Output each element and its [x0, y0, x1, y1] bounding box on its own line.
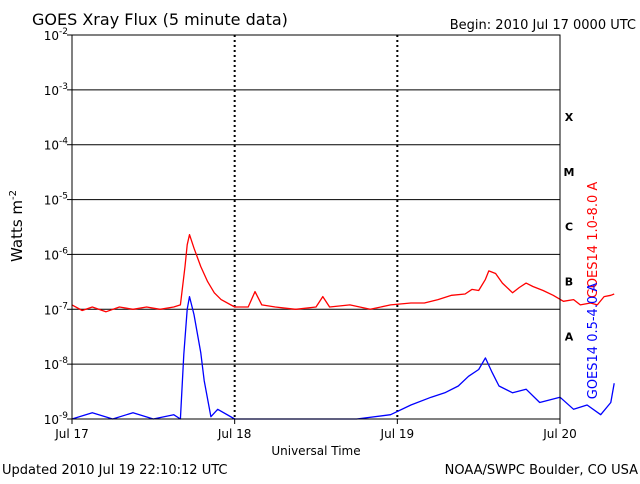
y-tick-exponent: -5	[59, 192, 68, 202]
y-tick-base: 10	[44, 84, 59, 98]
y-tick-base: 10	[44, 29, 59, 43]
y-axis-label: Watts m-2	[8, 190, 26, 262]
x-tick-label: Jul 19	[380, 427, 415, 441]
updated-timestamp: Updated 2010 Jul 19 22:10:12 UTC	[2, 463, 227, 478]
y-tick-exponent: -9	[59, 411, 68, 421]
flare-class-label: M	[564, 166, 575, 179]
svg-text:Watts m-2: Watts m-2	[8, 190, 26, 262]
y-tick-base: 10	[44, 248, 59, 262]
begin-label: Begin: 2010 Jul 17 0000 UTC	[450, 18, 636, 33]
y-tick-exponent: -8	[59, 356, 68, 366]
legend-series-short: GOES14 0.5-4.0 A	[586, 283, 601, 400]
flare-class-label: B	[565, 276, 573, 289]
y-axis-label-exponent: -2	[8, 190, 19, 200]
x-tick-label: Jul 20	[542, 427, 577, 441]
x-axis-label: Universal Time	[271, 444, 360, 458]
y-tick-exponent: -7	[59, 301, 68, 311]
y-tick-base: 10	[44, 139, 59, 153]
y-tick-exponent: -6	[59, 246, 68, 256]
chart-title: GOES Xray Flux (5 minute data)	[32, 10, 288, 29]
credit-label: NOAA/SWPC Boulder, CO USA	[445, 463, 638, 478]
x-tick-label: Jul 17	[54, 427, 89, 441]
flare-class-label: C	[565, 221, 573, 234]
flare-class-label: A	[565, 330, 574, 343]
legend-series-long: GOES14 1.0-8.0 A	[586, 182, 601, 299]
flare-class-label: X	[565, 111, 574, 124]
y-tick-base: 10	[44, 358, 59, 372]
y-tick-exponent: -2	[59, 27, 68, 37]
y-tick-base: 10	[44, 303, 59, 317]
y-tick-exponent: -3	[59, 82, 68, 92]
y-tick-exponent: -4	[59, 137, 68, 147]
y-tick-base: 10	[44, 413, 59, 427]
x-tick-label: Jul 18	[217, 427, 252, 441]
y-tick-base: 10	[44, 194, 59, 208]
y-axis-label-text: Watts m	[8, 200, 26, 262]
